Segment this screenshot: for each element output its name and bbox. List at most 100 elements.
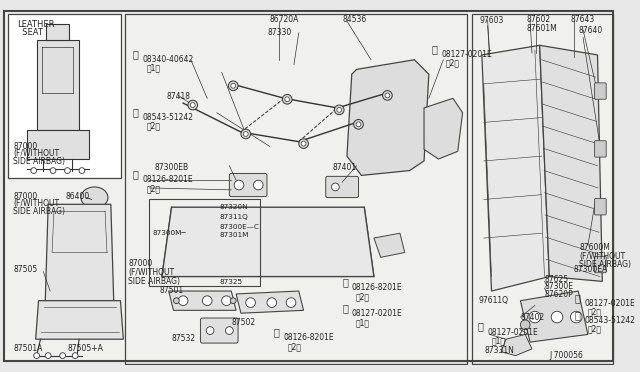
Text: 87501A: 87501A (13, 344, 43, 353)
Text: 87532: 87532 (172, 334, 196, 343)
Circle shape (231, 83, 236, 88)
Text: （2）: （2） (356, 292, 370, 301)
Circle shape (34, 353, 40, 359)
Bar (8, 15, 122, 178)
Text: SIDE AIRBAG): SIDE AIRBAG) (128, 277, 180, 286)
FancyBboxPatch shape (326, 176, 358, 198)
Text: 87640: 87640 (578, 26, 602, 35)
Text: 87325: 87325 (220, 279, 243, 285)
Polygon shape (236, 291, 303, 313)
Circle shape (45, 353, 51, 359)
Text: 87300E: 87300E (545, 282, 573, 291)
Circle shape (228, 81, 238, 91)
Ellipse shape (81, 187, 108, 208)
Circle shape (282, 94, 292, 104)
Polygon shape (27, 130, 89, 159)
Text: （2）: （2） (588, 307, 602, 317)
Polygon shape (36, 41, 79, 130)
Polygon shape (374, 233, 404, 257)
Circle shape (79, 168, 85, 173)
Text: 87600M: 87600M (579, 243, 610, 252)
Text: 87300EA: 87300EA (573, 265, 607, 274)
Circle shape (267, 298, 276, 307)
Text: 87000: 87000 (128, 259, 152, 268)
Text: （2）: （2） (147, 121, 161, 131)
Text: 87300EB: 87300EB (154, 163, 188, 172)
Text: (F/WITHOUT: (F/WITHOUT (13, 199, 60, 208)
Polygon shape (45, 204, 114, 301)
Circle shape (188, 100, 198, 110)
Circle shape (332, 183, 339, 191)
Polygon shape (169, 291, 236, 310)
Bar (472, 15, 613, 364)
Text: 87320N: 87320N (220, 204, 248, 210)
Text: 84536: 84536 (342, 15, 366, 25)
Circle shape (60, 353, 65, 359)
Text: 87000: 87000 (13, 192, 38, 201)
Text: 08127-0201E: 08127-0201E (488, 328, 538, 337)
Text: 86400: 86400 (65, 192, 90, 201)
Circle shape (190, 103, 195, 108)
Text: （2）: （2） (588, 325, 602, 334)
Bar (149, 199, 260, 286)
Polygon shape (520, 291, 588, 342)
Text: SIDE AIRBAG): SIDE AIRBAG) (13, 207, 65, 216)
FancyBboxPatch shape (595, 83, 606, 99)
Text: Ⓑ: Ⓑ (432, 44, 438, 54)
Circle shape (520, 320, 530, 330)
Text: 08340-40642: 08340-40642 (143, 55, 194, 64)
FancyBboxPatch shape (229, 173, 267, 196)
Text: Ⓑ: Ⓑ (133, 169, 139, 179)
Text: LEATHER: LEATHER (17, 20, 55, 29)
Text: 87643: 87643 (570, 15, 595, 25)
Text: 87625: 87625 (545, 275, 568, 284)
Text: J 700056: J 700056 (549, 351, 583, 360)
Circle shape (529, 311, 541, 323)
Text: 87418: 87418 (167, 92, 191, 100)
Circle shape (570, 311, 582, 323)
Circle shape (356, 122, 361, 127)
Text: (F/WITHOUT: (F/WITHOUT (13, 150, 60, 158)
Circle shape (335, 105, 344, 115)
Circle shape (225, 327, 233, 334)
Circle shape (383, 91, 392, 100)
Text: （2）: （2） (445, 59, 460, 68)
Text: 08127-0201E: 08127-0201E (442, 50, 492, 59)
Circle shape (285, 97, 289, 102)
Text: 08126-8201E: 08126-8201E (284, 333, 334, 343)
Text: 08127-0201E: 08127-0201E (352, 310, 403, 318)
Circle shape (234, 180, 244, 190)
Text: 87505+A: 87505+A (67, 344, 103, 353)
Text: Ⓢ: Ⓢ (133, 49, 139, 59)
Circle shape (206, 327, 214, 334)
FancyBboxPatch shape (595, 256, 606, 273)
Bar (125, 15, 467, 364)
Polygon shape (347, 60, 429, 176)
Polygon shape (162, 207, 374, 277)
Text: 87300E—C: 87300E—C (220, 224, 260, 230)
FancyBboxPatch shape (200, 318, 238, 343)
Text: (F/WITHOUT: (F/WITHOUT (128, 268, 174, 277)
Polygon shape (482, 45, 549, 291)
Text: 87331N: 87331N (484, 346, 515, 355)
Circle shape (72, 353, 78, 359)
Text: Ⓑ: Ⓑ (342, 277, 348, 287)
Polygon shape (424, 98, 463, 159)
Circle shape (301, 141, 306, 146)
Text: 08543-51242: 08543-51242 (584, 316, 635, 325)
Circle shape (246, 298, 255, 307)
Text: 87505: 87505 (13, 265, 38, 274)
Text: （2）: （2） (287, 342, 301, 351)
Circle shape (337, 108, 342, 112)
Circle shape (299, 139, 308, 148)
Text: 87620P: 87620P (545, 290, 573, 299)
Text: （1）: （1） (356, 318, 370, 327)
Polygon shape (36, 301, 124, 339)
Text: 08127-0201E: 08127-0201E (584, 299, 635, 308)
Text: Ⓢ: Ⓢ (574, 310, 580, 320)
Text: 08126-8201E: 08126-8201E (143, 176, 193, 185)
Text: SEAT: SEAT (17, 28, 44, 37)
Circle shape (243, 132, 248, 137)
FancyBboxPatch shape (595, 141, 606, 157)
Text: 97611Q: 97611Q (479, 296, 509, 305)
